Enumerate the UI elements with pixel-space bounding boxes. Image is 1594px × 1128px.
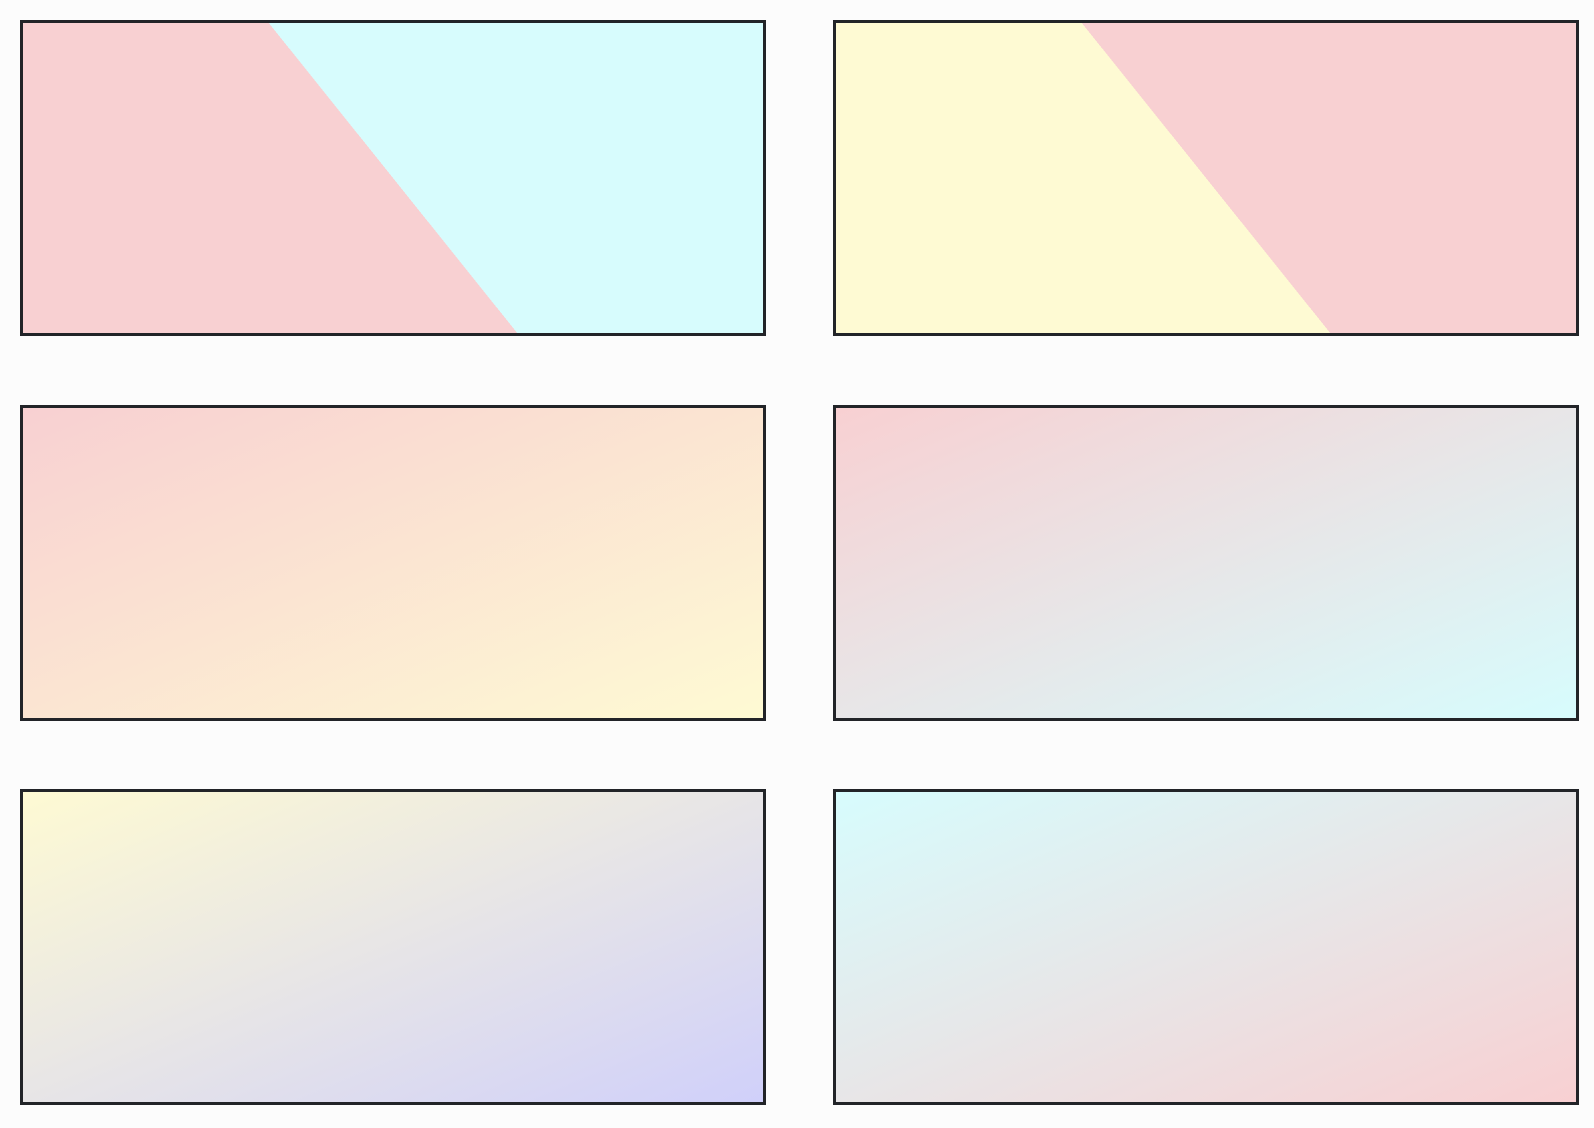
color-swatch-cyan-pink-gradient <box>833 789 1579 1105</box>
color-swatch-pink-cyan-gradient <box>833 405 1579 721</box>
color-swatch-yellow-pink-split <box>833 20 1579 336</box>
color-swatch-pink-yellow-gradient <box>20 405 766 721</box>
color-swatch-yellow-lavender-gradient <box>20 789 766 1105</box>
color-swatch-pink-cyan-split <box>20 20 766 336</box>
